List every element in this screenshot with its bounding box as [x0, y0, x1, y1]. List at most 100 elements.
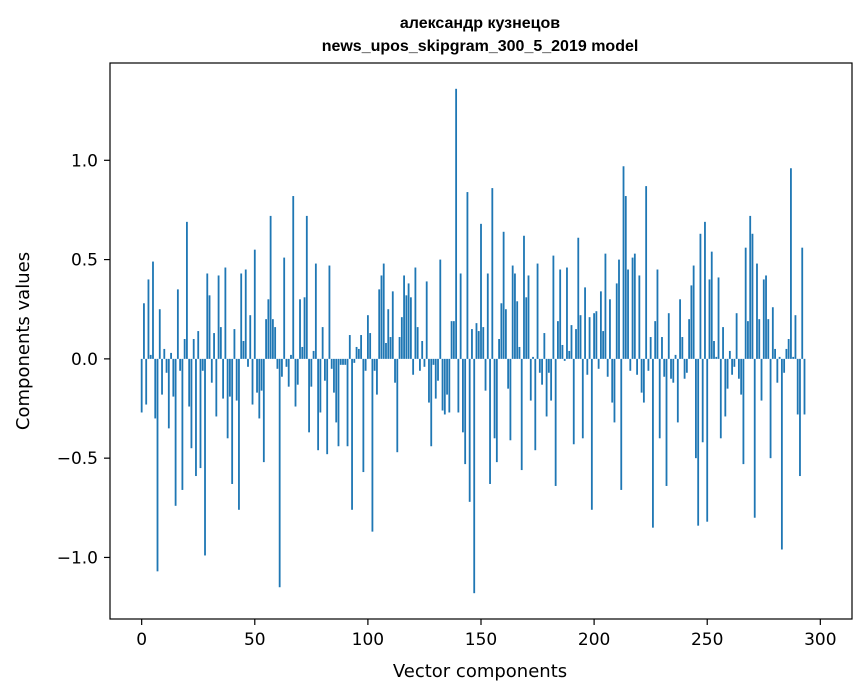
bar	[355, 346, 358, 359]
bar	[468, 358, 471, 502]
bar	[683, 358, 686, 379]
bar	[597, 358, 600, 369]
bar	[353, 358, 356, 363]
bar	[679, 299, 681, 359]
bar	[633, 253, 636, 359]
bar	[249, 315, 252, 359]
bar	[706, 358, 709, 522]
bar	[554, 358, 557, 486]
bar	[559, 269, 562, 359]
bar	[369, 333, 372, 359]
bar	[543, 333, 546, 359]
bar	[337, 358, 340, 447]
bar	[656, 269, 659, 359]
bar	[670, 358, 672, 379]
bar	[622, 166, 625, 359]
bar	[685, 358, 688, 373]
bar	[224, 267, 227, 359]
bar	[654, 321, 657, 359]
x-tick-label: 100	[352, 630, 384, 650]
bar	[760, 358, 763, 401]
bar	[394, 358, 396, 383]
bar	[290, 354, 292, 359]
bar	[287, 358, 290, 387]
bar	[301, 346, 304, 359]
bar	[226, 358, 229, 439]
bar	[219, 327, 222, 359]
bar	[665, 358, 668, 486]
x-tick-label: 300	[804, 630, 836, 650]
bar	[803, 358, 806, 415]
bar	[618, 259, 620, 359]
bar	[308, 358, 310, 433]
bar	[213, 333, 215, 359]
bar	[231, 358, 234, 484]
bar	[228, 358, 231, 397]
bar	[335, 358, 338, 423]
bar	[663, 358, 666, 377]
x-tick-label: 250	[691, 630, 723, 650]
x-tick-label: 0	[136, 630, 147, 650]
bar	[276, 358, 279, 369]
bar	[471, 329, 473, 359]
bar	[713, 341, 715, 359]
bar	[778, 356, 781, 359]
bar	[595, 311, 598, 359]
bar	[326, 358, 329, 455]
bar	[688, 319, 691, 359]
bar	[527, 275, 530, 359]
bar	[593, 313, 596, 359]
bar	[783, 358, 786, 373]
bar	[423, 358, 426, 367]
bar	[303, 297, 306, 359]
bar	[244, 269, 247, 359]
bar	[285, 358, 288, 367]
y-tick-label: 0.5	[71, 251, 98, 271]
bar	[697, 358, 700, 526]
bar	[152, 261, 154, 359]
bar	[570, 325, 573, 359]
bar	[348, 335, 351, 359]
bar	[409, 297, 412, 359]
bar	[330, 358, 333, 369]
bar	[373, 358, 376, 371]
bar	[649, 337, 652, 359]
bar	[208, 295, 211, 359]
bar	[480, 223, 482, 359]
bar	[430, 358, 433, 447]
bar	[140, 358, 143, 413]
bar	[407, 283, 410, 359]
bar	[278, 358, 281, 588]
bar	[260, 358, 263, 391]
bar	[378, 289, 381, 359]
bar	[299, 299, 301, 359]
bar	[466, 192, 469, 359]
bar	[504, 309, 507, 359]
bar	[143, 303, 145, 359]
bar	[222, 358, 225, 399]
bar	[615, 283, 618, 359]
bar	[737, 358, 740, 379]
bar	[389, 337, 392, 359]
bar	[459, 273, 462, 359]
bar	[704, 221, 706, 359]
bar	[516, 301, 519, 359]
y-tick-label: −1.0	[57, 548, 98, 568]
x-tick-label: 200	[578, 630, 610, 650]
bar	[256, 358, 258, 393]
bar	[204, 358, 206, 556]
bar	[484, 358, 487, 391]
bar	[360, 335, 363, 359]
bar	[333, 358, 335, 393]
bar	[640, 358, 643, 393]
bar	[767, 319, 770, 359]
bar	[794, 315, 797, 359]
bar	[147, 279, 150, 359]
bar	[351, 358, 353, 510]
bar	[611, 358, 614, 403]
bar	[787, 339, 790, 359]
bar	[735, 313, 738, 359]
plot-frame	[109, 62, 853, 620]
bar	[699, 233, 702, 359]
bar	[238, 358, 240, 510]
